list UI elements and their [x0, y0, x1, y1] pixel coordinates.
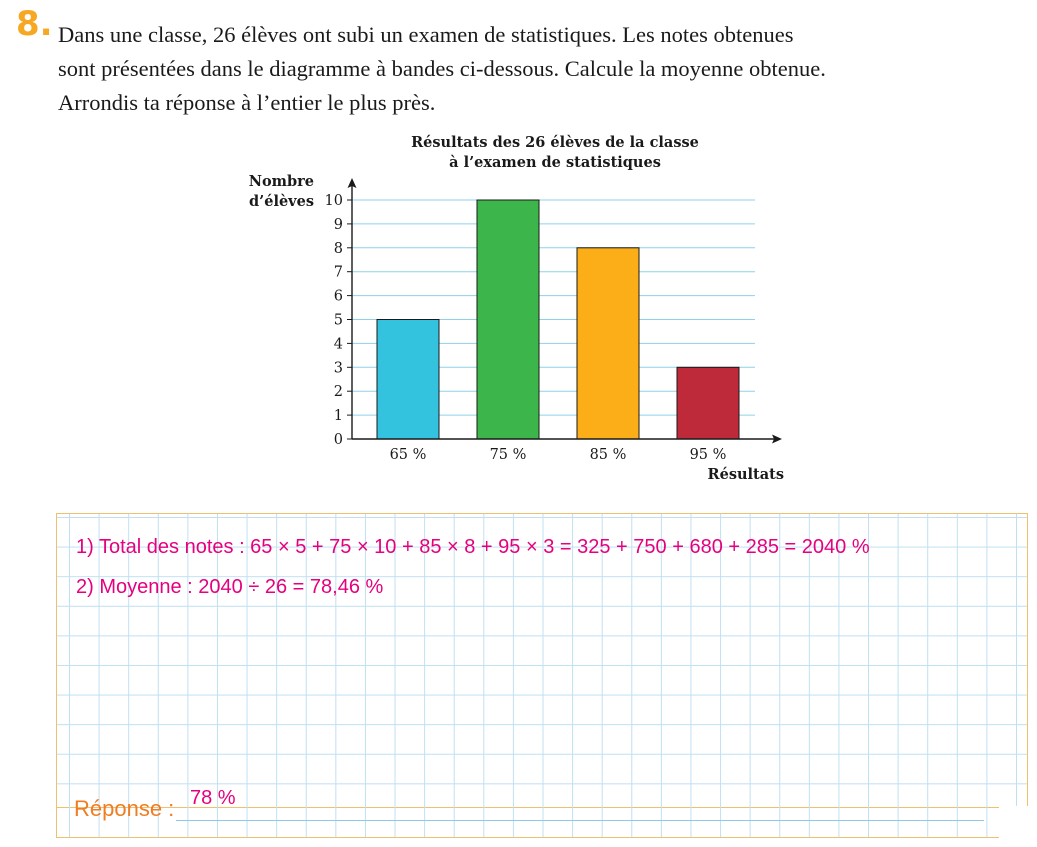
- question-line-1: Dans une classe, 26 élèves ont subi un e…: [58, 22, 794, 47]
- reponse-value: 78 %: [190, 787, 236, 809]
- answer-line-1: 1) Total des notes : 65 × 5 + 75 × 10 + …: [76, 536, 870, 558]
- bar: [376, 319, 440, 440]
- y-tick-label: 5: [334, 313, 343, 329]
- x-tick-label: 75 %: [490, 447, 527, 463]
- y-tick-label: 2: [334, 384, 343, 400]
- question-line-2: sont présentées dans le diagramme à band…: [58, 56, 826, 81]
- y-tick-label: 8: [334, 241, 343, 257]
- bar-chart: 0 1 2 3 4 5 6 7 8 9 10 65 % 75 % 85 % 95 %: [325, 178, 782, 463]
- chart-title-line-1: Résultats des 26 élèves de la classe: [411, 134, 699, 151]
- y-tick-label: 10: [325, 193, 343, 209]
- x-tick-label: 65 %: [390, 447, 427, 463]
- y-tick-label: 1: [334, 408, 343, 424]
- reponse-label: Réponse :: [74, 796, 175, 821]
- bar: [676, 366, 740, 440]
- answer-line-2: 2) Moyenne : 2040 ÷ 26 = 78,46 %: [76, 576, 384, 598]
- bar: [476, 199, 540, 440]
- x-axis-arrow: [772, 434, 782, 444]
- bar: [576, 247, 640, 440]
- y-tick-label: 6: [334, 289, 343, 305]
- chart-title: Résultats des 26 élèves de la classe à l…: [390, 133, 720, 173]
- reponse-line: [176, 820, 984, 821]
- answer-grid-tail: [56, 806, 1000, 838]
- question-number: 8.: [16, 4, 53, 44]
- y-tick-label: 3: [334, 360, 343, 376]
- y-tick-label: 7: [334, 265, 343, 281]
- chart-title-line-2: à l’examen de statistiques: [449, 154, 661, 171]
- y-tick-label: 4: [334, 336, 343, 352]
- y-axis-arrow: [347, 178, 357, 188]
- question-text: Dans une classe, 26 élèves ont subi un e…: [58, 18, 1018, 120]
- x-axis-label: Résultats: [707, 466, 784, 483]
- x-tick-label: 95 %: [690, 447, 727, 463]
- y-tick-label: 0: [334, 432, 343, 448]
- y-axis-label-line-2: d’élèves: [249, 193, 314, 210]
- answer-grid: [56, 513, 1028, 808]
- y-tick-label: 9: [334, 217, 343, 233]
- question-line-3: Arrondis ta réponse à l’entier le plus p…: [58, 90, 436, 115]
- y-axis-label-line-1: Nombre: [248, 173, 314, 190]
- y-axis-label: Nombre d’élèves: [230, 172, 314, 212]
- x-tick-label: 85 %: [590, 447, 627, 463]
